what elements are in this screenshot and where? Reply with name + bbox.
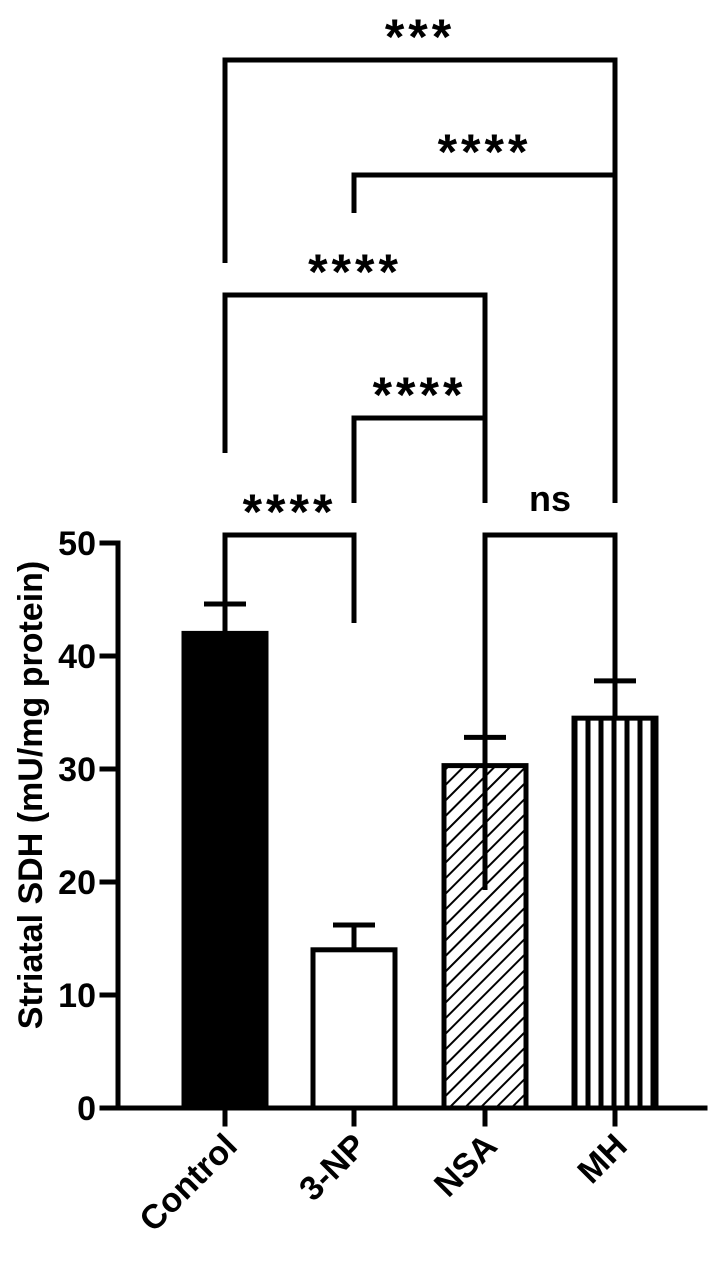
y-tick-label: 10 — [58, 977, 96, 1015]
bars — [181, 630, 659, 1111]
y-axis-label: Striatal SDH (mU/mg protein) — [12, 561, 50, 1029]
bar-1 — [310, 947, 398, 1111]
significance-label: **** — [438, 124, 532, 180]
significance-label: ns — [529, 478, 571, 519]
y-tick-label: 20 — [58, 864, 96, 902]
bar-0 — [181, 630, 269, 1111]
x-axis: Control 3-NP NSA MH — [115, 1105, 708, 1239]
significance-label: **** — [243, 484, 337, 540]
significance-brackets: **** ns*************** — [222, 9, 618, 890]
bracket-0 — [222, 532, 357, 623]
bracket-4 — [351, 172, 618, 213]
x-tick-label: Control — [132, 1127, 244, 1239]
significance-label: **** — [308, 244, 402, 300]
y-tick-label: 30 — [58, 751, 96, 789]
bracket-2 — [351, 415, 488, 503]
x-tick-label: 3-NP — [292, 1127, 374, 1209]
y-tick-label: 40 — [58, 638, 96, 676]
bracket-1 — [482, 532, 618, 890]
significance-label: **** — [373, 367, 467, 423]
y-axis: 0 10 20 30 40 50 — [58, 525, 121, 1128]
significance-label: *** — [385, 9, 455, 65]
x-tick-label: MH — [570, 1127, 634, 1191]
bracket-5 — [222, 57, 618, 503]
x-tick-label: NSA — [427, 1127, 505, 1205]
bar-3 — [571, 715, 659, 1111]
error-bars — [204, 601, 636, 950]
y-tick-label: 0 — [77, 1090, 96, 1128]
bracket-3 — [222, 292, 488, 453]
y-tick-label: 50 — [58, 525, 96, 563]
